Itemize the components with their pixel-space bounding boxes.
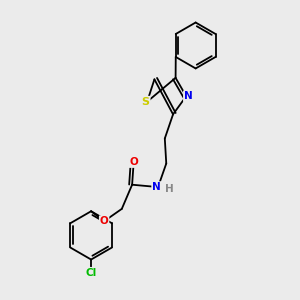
Text: N: N xyxy=(152,182,161,192)
Text: S: S xyxy=(142,97,150,107)
Text: O: O xyxy=(100,216,109,226)
Text: H: H xyxy=(165,184,174,194)
Text: N: N xyxy=(184,91,193,101)
Text: Cl: Cl xyxy=(85,268,97,278)
Text: O: O xyxy=(129,157,138,167)
